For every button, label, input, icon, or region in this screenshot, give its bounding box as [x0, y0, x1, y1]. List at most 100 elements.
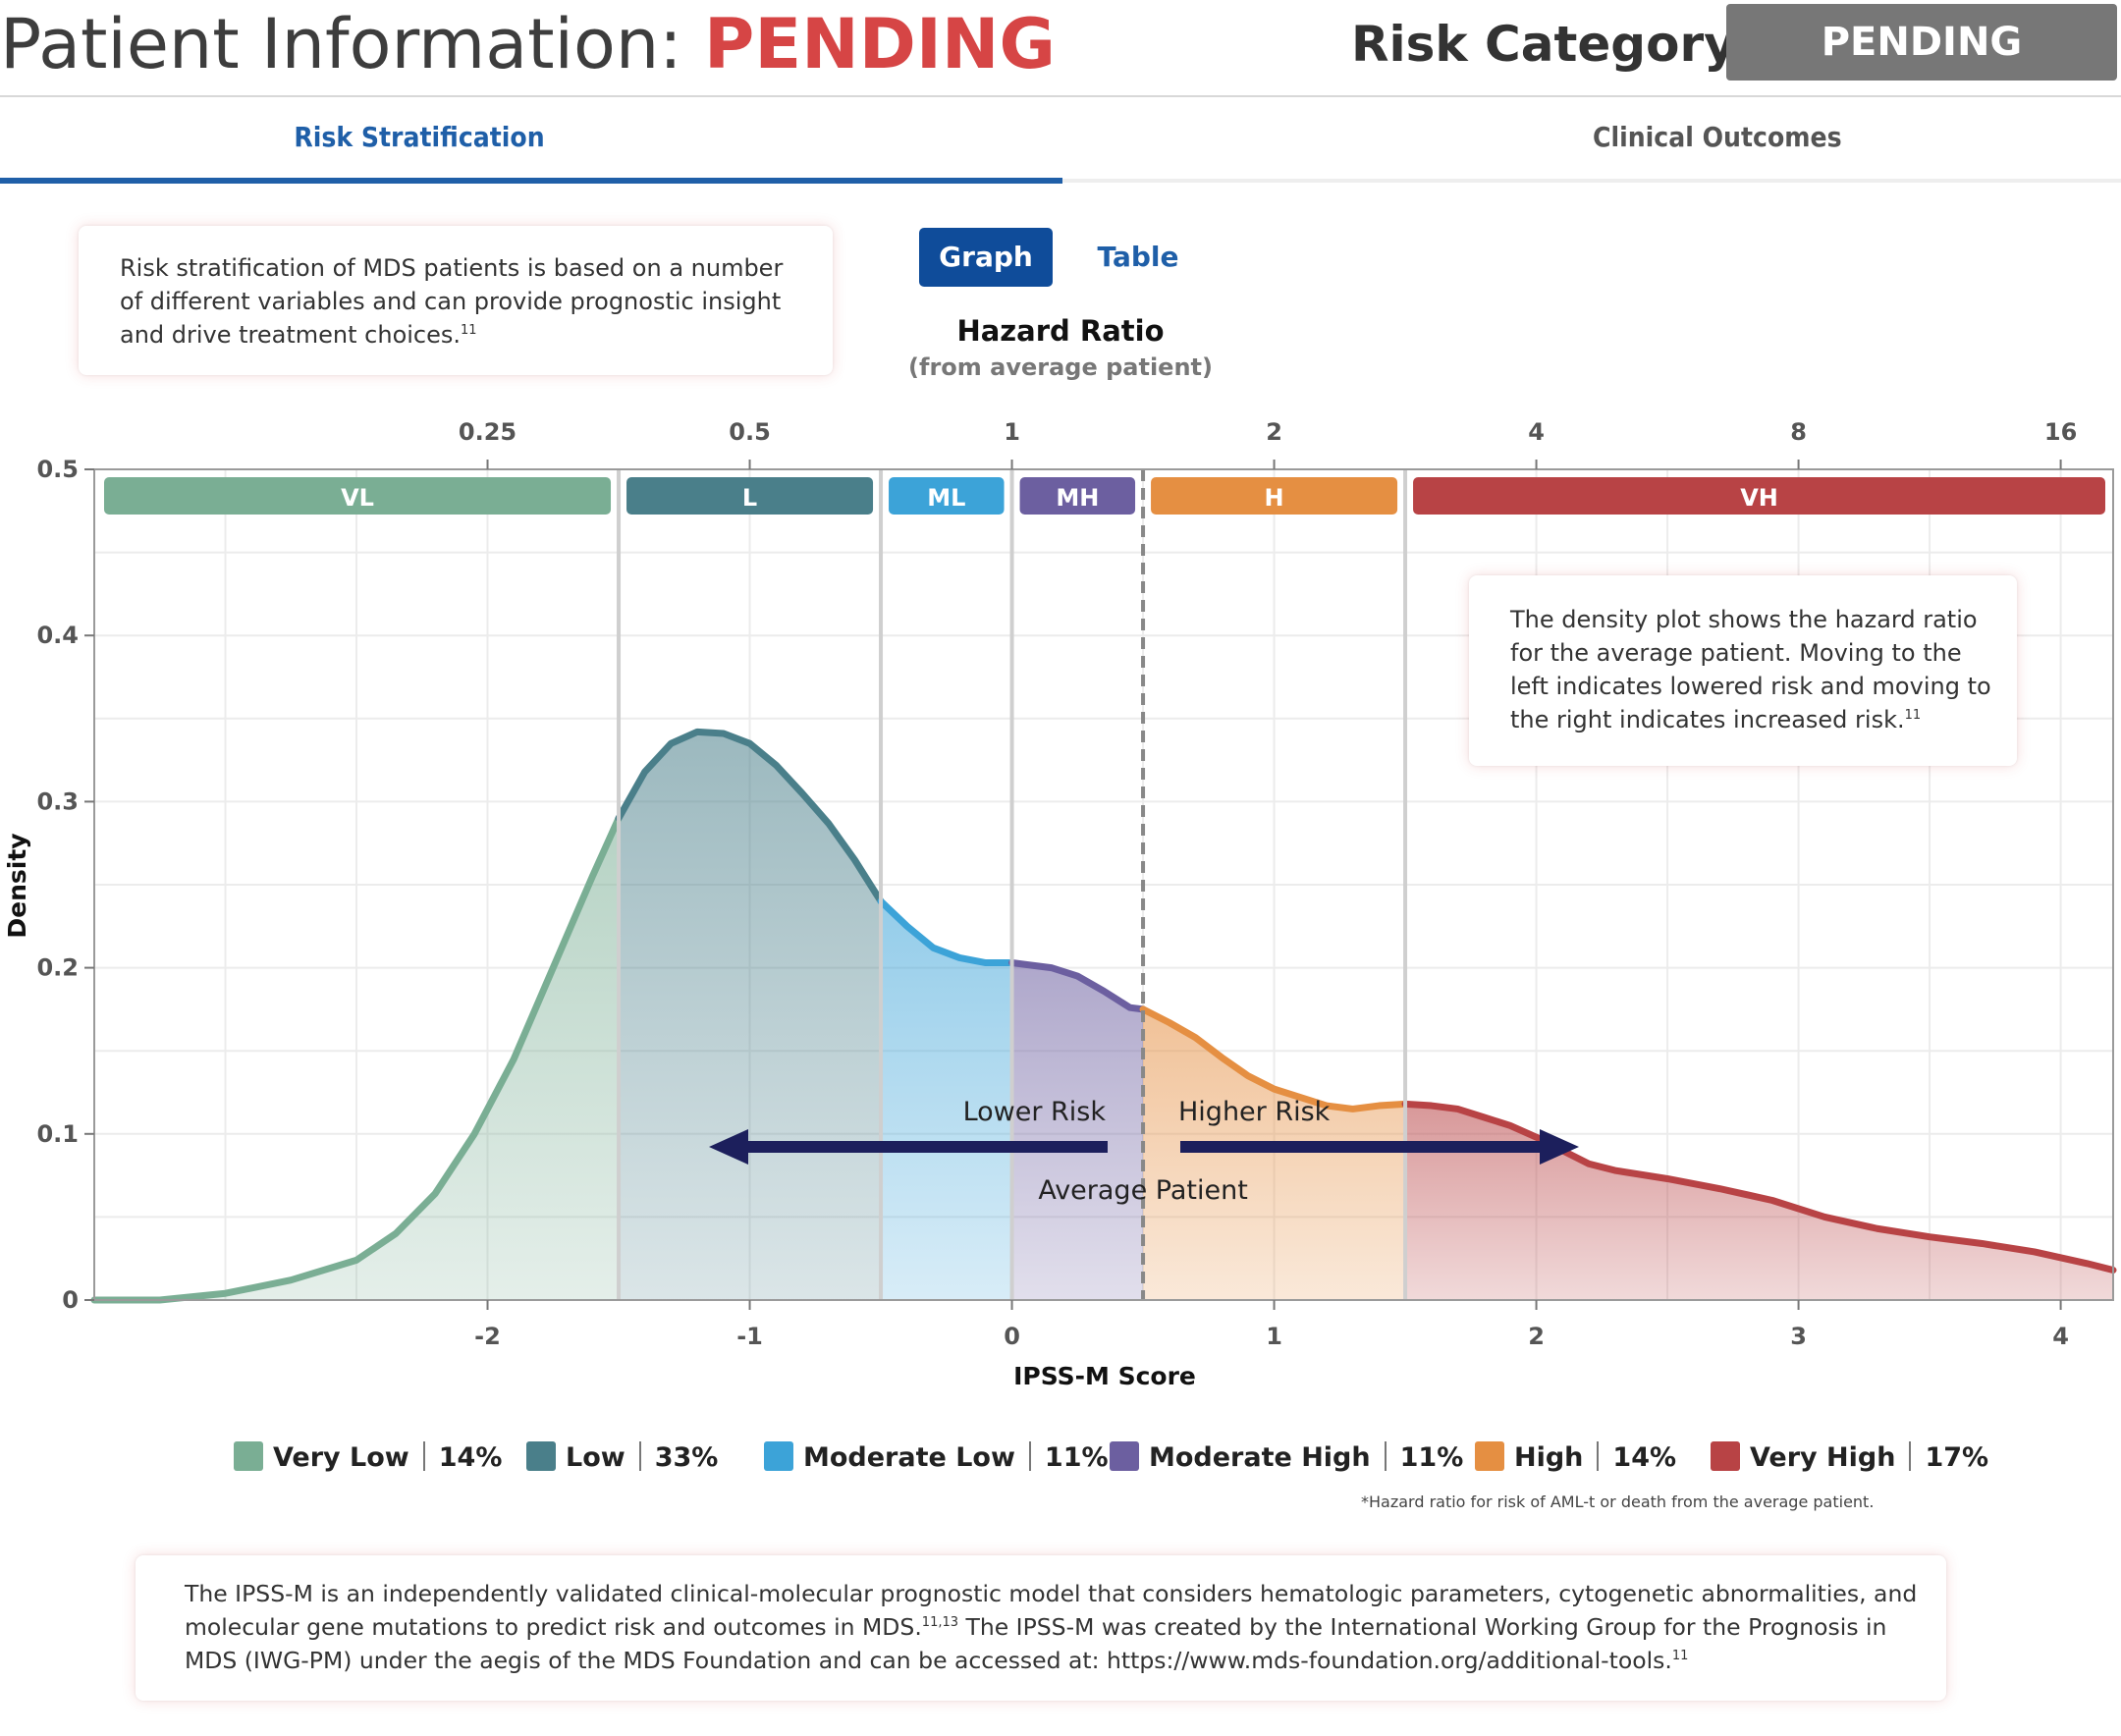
legend-label: High: [1514, 1442, 1584, 1473]
risk-category-badge: PENDING: [1726, 4, 2117, 81]
hazard-ratio-title: Hazard Ratio: [956, 314, 1165, 348]
legend-percentage: 11%: [1399, 1442, 1464, 1473]
legend-item: Very High 17%: [1711, 1441, 1988, 1481]
legend-swatch: [1475, 1441, 1504, 1471]
legend-percentage: 17%: [1925, 1442, 1989, 1473]
higher-risk-label: Higher Risk: [1178, 1097, 1331, 1127]
patient-status: PENDING: [704, 4, 1056, 84]
density-line-ml: [877, 897, 1016, 967]
legend-item: Low 33%: [526, 1441, 718, 1481]
density-line-h: [1139, 1005, 1409, 1112]
category-band-label: L: [742, 484, 757, 512]
footer-text: The IPSS-M is an independently validated…: [185, 1577, 1923, 1677]
footer-card: The IPSS-M is an independently validated…: [136, 1555, 1946, 1701]
density-lines: [90, 728, 2117, 1304]
category-band-label: VL: [341, 484, 374, 512]
legend-item: Moderate High 11%: [1110, 1441, 1463, 1481]
category-band-l: [626, 477, 874, 515]
plot-frame: [93, 468, 2114, 1301]
intro-citation: 11: [461, 323, 477, 338]
chart-annotations: Lower Risk Higher Risk Average Patient: [709, 1097, 1579, 1206]
legend-swatch: [1110, 1441, 1139, 1471]
legend-separator: [638, 1441, 641, 1471]
hazard-footnote: *Hazard ratio for risk of AML-t or death…: [1361, 1492, 1875, 1511]
legend-label: Very Low: [273, 1442, 409, 1473]
x-tick-label: 1: [1266, 1323, 1282, 1350]
legend-label: Moderate High: [1149, 1442, 1371, 1473]
category-band-mh: [1019, 477, 1136, 515]
category-band-vh: [1413, 477, 2105, 515]
top-tick-label: 8: [1790, 418, 1807, 446]
intro-text-body: Risk stratification of MDS patients is b…: [120, 254, 784, 349]
density-line-l: [615, 728, 885, 905]
footer-text-a: The IPSS-M is an independently validated…: [185, 1580, 1918, 1641]
legend-swatch: [234, 1441, 263, 1471]
footer-citation-a: 11,13: [921, 1615, 959, 1631]
intro-text: Risk stratification of MDS patients is b…: [120, 251, 807, 352]
category-dividers: [617, 469, 1408, 1300]
density-note: The density plot shows the hazard ratio …: [1510, 603, 1991, 736]
density-chart: VL L ML MH H VH -2 -1 0 1 2 3 4 IPSS-M Score 0.25 0.5 1…: [3, 418, 2117, 1390]
density-line-vl: [90, 814, 623, 1304]
density-area-ml: [881, 900, 1012, 1300]
chart-axes: -2 -1 0 1 2 3 4 IPSS-M Score 0.25 0.5 1 2 4 8 16 0 0.1 0.…: [3, 418, 2114, 1390]
x-axis-label: IPSS-M Score: [1013, 1362, 1196, 1390]
top-tick-label: 0.25: [459, 418, 517, 446]
legend-percentage: 14%: [1612, 1442, 1677, 1473]
legend-label: Low: [566, 1442, 625, 1473]
density-area-h: [1143, 1008, 1406, 1300]
y-tick-label: 0.4: [36, 622, 79, 649]
category-band-label: ML: [927, 484, 965, 512]
average-patient-label: Average Patient: [1038, 1175, 1247, 1206]
top-tick-label: 4: [1528, 418, 1545, 446]
density-area-mh: [1011, 962, 1144, 1300]
active-tab-indicator: [0, 178, 1062, 184]
x-tick-label: -2: [474, 1323, 501, 1350]
hazard-ratio-subtitle: (from average patient): [908, 353, 1213, 381]
table-view-button[interactable]: Table: [1097, 241, 1179, 273]
density-area-l: [619, 732, 882, 1300]
intro-card: Risk stratification of MDS patients is b…: [79, 226, 833, 375]
y-tick-label: 0.1: [36, 1120, 79, 1148]
footer-citation-b: 11: [1671, 1649, 1689, 1664]
graph-view-button[interactable]: Graph: [919, 228, 1053, 287]
x-tick-label: 2: [1528, 1323, 1545, 1350]
top-tick-label: 16: [2044, 418, 2077, 446]
density-area-vl: [94, 818, 620, 1300]
density-line-vh: [1401, 1100, 2117, 1275]
legend-percentage: 33%: [654, 1442, 719, 1473]
legend-swatch: [526, 1441, 556, 1471]
tab-clinical-outcomes[interactable]: Clinical Outcomes: [1593, 121, 1842, 153]
legend-separator: [1597, 1441, 1600, 1471]
x-tick-label: -1: [736, 1323, 763, 1350]
footer-text-b: The IPSS-M was created by the Internatio…: [185, 1613, 1887, 1674]
x-tick-label: 3: [1790, 1323, 1807, 1350]
page-title: Patient Information: PENDING: [0, 0, 1100, 90]
category-band-label: H: [1265, 484, 1284, 512]
density-area-vh: [1405, 1104, 2113, 1300]
category-band-ml: [889, 477, 1005, 515]
legend-percentage: 14%: [438, 1442, 503, 1473]
legend-percentage: 11%: [1044, 1442, 1109, 1473]
category-bands: VL L ML MH H VH: [104, 477, 2105, 515]
legend-separator: [1028, 1441, 1031, 1471]
legend-item: Moderate Low 11%: [764, 1441, 1109, 1481]
y-tick-label: 0.2: [36, 954, 79, 982]
legend-separator: [1384, 1441, 1387, 1471]
density-areas: [94, 732, 2113, 1300]
top-tick-label: 1: [1004, 418, 1020, 446]
y-tick-label: 0: [62, 1286, 79, 1314]
category-band-label: MH: [1056, 484, 1099, 512]
category-band-vl: [104, 477, 612, 515]
top-tick-label: 0.5: [729, 418, 771, 446]
x-tick-label: 0: [1004, 1323, 1020, 1350]
category-band-h: [1151, 477, 1398, 515]
lower-risk-label: Lower Risk: [963, 1097, 1107, 1127]
legend-label: Moderate Low: [803, 1442, 1015, 1473]
y-axis-label: Density: [3, 833, 31, 938]
risk-category-label: Risk Category:: [1351, 16, 1756, 73]
tab-risk-stratification[interactable]: Risk Stratification: [294, 121, 545, 153]
tab-divider: [1062, 179, 2121, 183]
x-tick-label: 4: [2052, 1323, 2069, 1350]
page-title-prefix: Patient Information:: [0, 4, 705, 84]
